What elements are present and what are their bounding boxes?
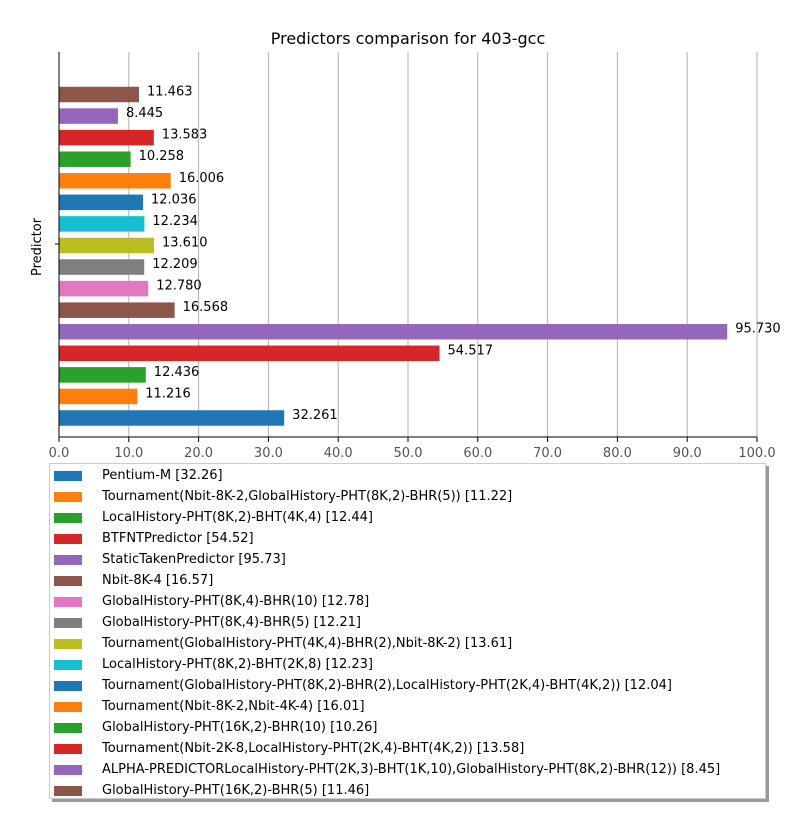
legend-swatch [54,533,82,544]
bar-value-label: 32.261 [292,408,338,423]
x-tick-label: 0.0 [49,446,70,461]
legend-swatch [54,575,82,586]
x-tick-label: 60.0 [463,446,492,461]
legend-item: GlobalHistory-PHT(16K,2)-BHR(5) [11.46] [50,780,369,801]
legend-item: ALPHA-PREDICTORLocalHistory-PHT(2K,3)-BH… [50,759,720,780]
legend-item: Tournament(GlobalHistory-PHT(4K,4)-BHR(2… [50,633,512,654]
legend-label: GlobalHistory-PHT(16K,2)-BHR(10) [10.26] [102,720,378,735]
bar-value-label: 16.568 [183,300,229,315]
chart-title: Predictors comparison for 403-gcc [271,29,546,48]
bar [59,129,154,146]
value-labels-group: 32.261 11.216 12.436 54.517 95.730 16.568 12.7… [126,85,781,424]
legend-label: Tournament(Nbit-2K-8,LocalHistory-PHT(2K… [102,741,525,756]
bar [59,323,728,340]
legend-item: Tournament(Nbit-8K-2,GlobalHistory-PHT(8… [50,486,512,507]
legend-swatch [54,659,82,670]
legend-label: LocalHistory-PHT(8K,2)-BHT(2K,8) [12.23] [102,657,374,672]
y-axis-label: Predictor [30,217,45,276]
bar [59,216,145,232]
legend-label: LocalHistory-PHT(8K,2)-BHT(4K,4) [12.44] [102,510,374,525]
bar [59,194,144,211]
bar-value-label: 12.209 [152,257,198,272]
legend-item: LocalHistory-PHT(8K,2)-BHT(2K,8) [12.23] [50,654,373,675]
legend-item: Tournament(GlobalHistory-PHT(8K,2)-BHR(2… [50,675,672,696]
legend-item: GlobalHistory-PHT(8K,4)-BHR(10) [12.78] [50,591,369,612]
bar-value-label: 11.216 [145,386,191,401]
bar [59,367,146,383]
legend-swatch [54,722,82,733]
bar-value-label: 13.583 [162,128,208,143]
legend-label: GlobalHistory-PHT(16K,2)-BHR(5) [11.46] [102,783,370,798]
grid-lines [128,52,758,437]
legend-swatch [54,785,82,796]
x-tick-label: 20.0 [184,446,213,461]
legend-item: GlobalHistory-PHT(16K,2)-BHR(10) [10.26] [50,717,377,738]
bar-value-label: 13.610 [162,235,208,250]
legend-swatch [54,701,82,712]
legend-label: Tournament(Nbit-8K-2,Nbit-4K-4) [16.01] [102,699,365,714]
legend-item: StaticTakenPredictor [95.73] [50,549,286,570]
legend-swatch [54,554,82,565]
x-tick-label: 80.0 [603,446,632,461]
legend-label: Tournament(GlobalHistory-PHT(4K,4)-BHR(2… [102,636,513,651]
legend-swatch [54,680,82,691]
legend-label: Pentium-M [32.26] [102,468,223,483]
bar [59,173,171,189]
legend-swatch [54,596,82,607]
bar-value-label: 12.780 [156,279,202,294]
bar [59,86,140,103]
legend-swatch [54,491,82,502]
legend-swatch [54,512,82,523]
legend: Pentium-M [32.26] Tournament(Nbit-8K-2,Gl… [49,463,766,799]
bar-value-label: 54.517 [448,343,494,358]
legend-item: Nbit-8K-4 [16.57] [50,570,213,591]
bar-value-label: 8.445 [126,106,163,121]
bar-value-label: 12.036 [151,192,197,207]
bar-value-label: 11.463 [147,85,193,100]
legend-item: BTFNTPredictor [54.52] [50,528,254,549]
bar [59,388,138,405]
x-tick-label: 30.0 [254,446,283,461]
bar [59,259,145,275]
bar-value-label: 12.436 [154,365,200,380]
bar [59,237,154,254]
x-tick-label: 100.0 [738,446,775,461]
x-ticks-group: 0.0 10.0 20.0 30.0 40.0 50.0 60.0 70.0 80.0 90.0 1… [49,437,776,461]
legend-swatch [54,764,82,775]
bar-value-label: 16.006 [179,171,225,186]
bar [59,108,118,124]
legend-item: GlobalHistory-PHT(8K,4)-BHR(5) [12.21] [50,612,361,633]
legend-item: Tournament(Nbit-8K-2,Nbit-4K-4) [16.01] [50,696,365,717]
bar [59,151,131,167]
x-tick-label: 10.0 [114,446,143,461]
legend-label: StaticTakenPredictor [95.73] [102,552,286,567]
legend-item: Tournament(Nbit-2K-8,LocalHistory-PHT(2K… [50,738,524,759]
bar [59,345,440,362]
x-tick-label: 90.0 [673,446,702,461]
legend-swatch [54,638,82,649]
legend-label: GlobalHistory-PHT(8K,4)-BHR(5) [12.21] [102,615,361,630]
bar [59,302,175,318]
legend-swatch [54,470,82,481]
legend-label: ALPHA-PREDICTORLocalHistory-PHT(2K,3)-BH… [102,762,721,777]
legend-label: GlobalHistory-PHT(8K,4)-BHR(10) [12.78] [102,594,370,609]
legend-label: BTFNTPredictor [54.52] [102,531,254,546]
legend-item: LocalHistory-PHT(8K,2)-BHT(4K,4) [12.44] [50,507,373,528]
x-tick-label: 40.0 [324,446,353,461]
bar [59,280,149,297]
legend-label: Tournament(Nbit-8K-2,GlobalHistory-PHT(8… [102,489,513,504]
bar [59,410,285,426]
bar-value-label: 95.730 [735,322,781,337]
legend-swatch [54,617,82,628]
legend-swatch [54,743,82,754]
legend-label: Nbit-8K-4 [16.57] [102,573,214,588]
x-tick-label: 50.0 [394,446,423,461]
bar-value-label: 10.258 [139,149,185,164]
bar-value-label: 12.234 [152,214,198,229]
legend-item: Pentium-M [32.26] [50,465,223,486]
bars-group [59,86,728,426]
x-tick-label: 70.0 [533,446,562,461]
legend-label: Tournament(GlobalHistory-PHT(8K,2)-BHR(2… [102,678,672,693]
